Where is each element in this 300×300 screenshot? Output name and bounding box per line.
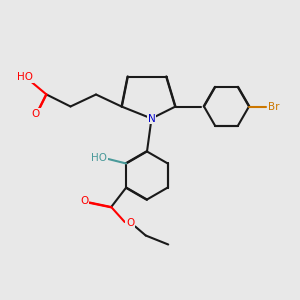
Text: O: O bbox=[80, 196, 88, 206]
Text: O: O bbox=[126, 218, 134, 228]
Text: O: O bbox=[32, 109, 40, 119]
Text: HO: HO bbox=[17, 72, 34, 82]
Text: Br: Br bbox=[268, 101, 279, 112]
Text: HO: HO bbox=[91, 153, 107, 163]
Text: N: N bbox=[148, 113, 155, 124]
